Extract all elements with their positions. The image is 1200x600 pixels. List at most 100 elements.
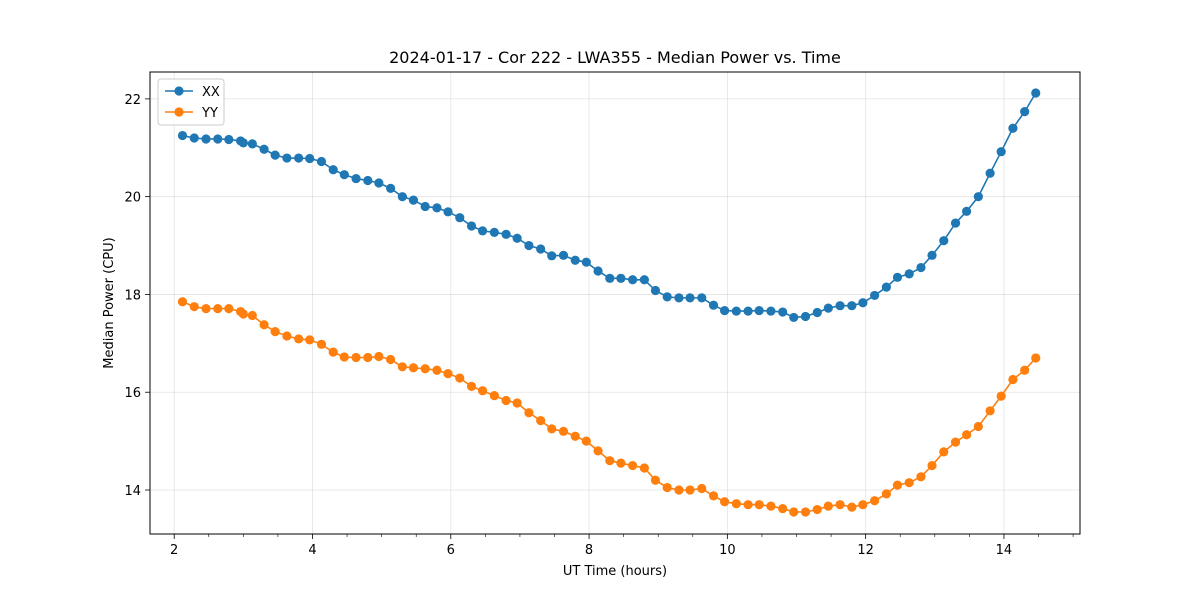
data-point-yy — [328, 347, 338, 357]
data-point-yy — [605, 456, 615, 466]
data-point-yy — [408, 363, 419, 373]
data-point-xx — [1008, 123, 1018, 133]
data-point-xx — [270, 150, 280, 160]
data-point-xx — [363, 175, 373, 186]
data-point-xx — [605, 273, 615, 283]
data-point-yy — [616, 458, 626, 468]
data-point-yy — [501, 395, 511, 406]
y-tick-label: 14 — [124, 484, 141, 499]
data-point-yy — [455, 373, 465, 383]
data-point-yy — [1008, 374, 1018, 385]
legend-swatch-marker — [174, 86, 184, 96]
data-point-yy — [512, 398, 522, 408]
data-point-yy — [351, 352, 361, 363]
data-point-xx — [224, 134, 234, 145]
series-xx — [177, 88, 1041, 323]
x-tick-label: 14 — [996, 543, 1013, 558]
data-point-yy — [305, 335, 315, 345]
legend-label: XX — [202, 85, 220, 100]
data-point-xx — [674, 293, 684, 303]
x-tick-label: 4 — [308, 543, 316, 558]
data-point-xx — [328, 165, 338, 175]
data-point-xx — [697, 293, 707, 303]
data-point-yy — [892, 480, 903, 490]
data-point-yy — [477, 386, 488, 396]
data-point-yy — [870, 496, 880, 506]
data-point-xx — [778, 307, 788, 317]
data-point-xx — [962, 206, 972, 216]
legend: XX YY — [157, 78, 225, 126]
legend-label: YY — [201, 106, 218, 121]
data-point-yy — [363, 352, 373, 363]
data-point-xx — [581, 257, 591, 267]
x-tick-label: 6 — [447, 543, 455, 558]
series-yy — [177, 297, 1041, 517]
data-point-yy — [708, 491, 719, 501]
data-point-xx — [743, 306, 753, 316]
data-point-yy — [316, 339, 327, 349]
x-tick-label: 8 — [585, 543, 593, 558]
data-point-yy — [432, 365, 442, 375]
data-point-xx — [939, 236, 949, 246]
data-point-yy — [939, 447, 949, 457]
data-point-yy — [962, 430, 972, 440]
data-point-yy — [294, 334, 304, 344]
data-point-yy — [628, 460, 638, 471]
data-point-yy — [674, 485, 684, 495]
data-point-xx — [731, 306, 741, 316]
data-point-xx — [650, 285, 661, 296]
chart-title: 2024-01-17 - Cor 222 - LWA355 - Median P… — [389, 48, 841, 67]
data-point-xx — [1020, 107, 1030, 117]
data-point-yy — [823, 501, 833, 511]
y-tick-label: 18 — [124, 288, 141, 303]
x-tick-label: 12 — [857, 543, 874, 558]
data-point-xx — [477, 226, 488, 236]
data-point-yy — [466, 381, 477, 391]
data-point-xx — [973, 192, 983, 202]
data-point-yy — [489, 391, 499, 401]
data-point-xx — [339, 170, 349, 180]
data-point-yy — [238, 309, 248, 319]
data-point-yy — [224, 304, 234, 314]
y-tick-label: 20 — [124, 191, 141, 206]
data-point-xx — [282, 153, 292, 163]
data-point-xx — [708, 300, 719, 310]
data-point-xx — [789, 312, 799, 323]
data-point-xx — [950, 218, 961, 228]
data-point-yy — [386, 354, 396, 365]
data-point-xx — [754, 305, 764, 316]
data-point-yy — [662, 482, 672, 493]
data-point-yy — [558, 426, 569, 436]
data-point-xx — [996, 147, 1006, 157]
data-point-yy — [339, 352, 349, 362]
data-point-xx — [881, 282, 891, 292]
data-point-yy — [282, 331, 292, 341]
data-point-xx — [1031, 88, 1041, 98]
data-point-xx — [351, 173, 361, 184]
data-point-yy — [835, 500, 845, 510]
data-point-yy — [847, 502, 857, 512]
data-point-xx — [985, 168, 995, 178]
data-point-xx — [916, 262, 926, 273]
data-point-yy — [916, 472, 926, 482]
data-point-xx — [408, 195, 419, 205]
data-point-yy — [536, 415, 546, 426]
data-point-yy — [996, 391, 1006, 401]
data-point-yy — [213, 304, 223, 314]
plot-series — [177, 88, 1041, 517]
plot-frame — [149, 71, 1081, 535]
data-point-yy — [858, 500, 868, 510]
data-point-yy — [927, 460, 937, 471]
legend-entry-yy: YY — [165, 106, 218, 121]
data-point-xx — [501, 229, 511, 239]
data-point-yy — [985, 406, 995, 416]
legend-entry-xx: XX — [165, 85, 220, 100]
data-point-xx — [213, 134, 223, 144]
data-point-xx — [247, 139, 257, 149]
data-point-yy — [766, 501, 776, 511]
data-point-xx — [466, 221, 477, 231]
data-point-yy — [443, 369, 453, 379]
data-point-yy — [570, 431, 580, 441]
data-point-yy — [259, 320, 269, 330]
data-point-yy — [685, 485, 695, 495]
